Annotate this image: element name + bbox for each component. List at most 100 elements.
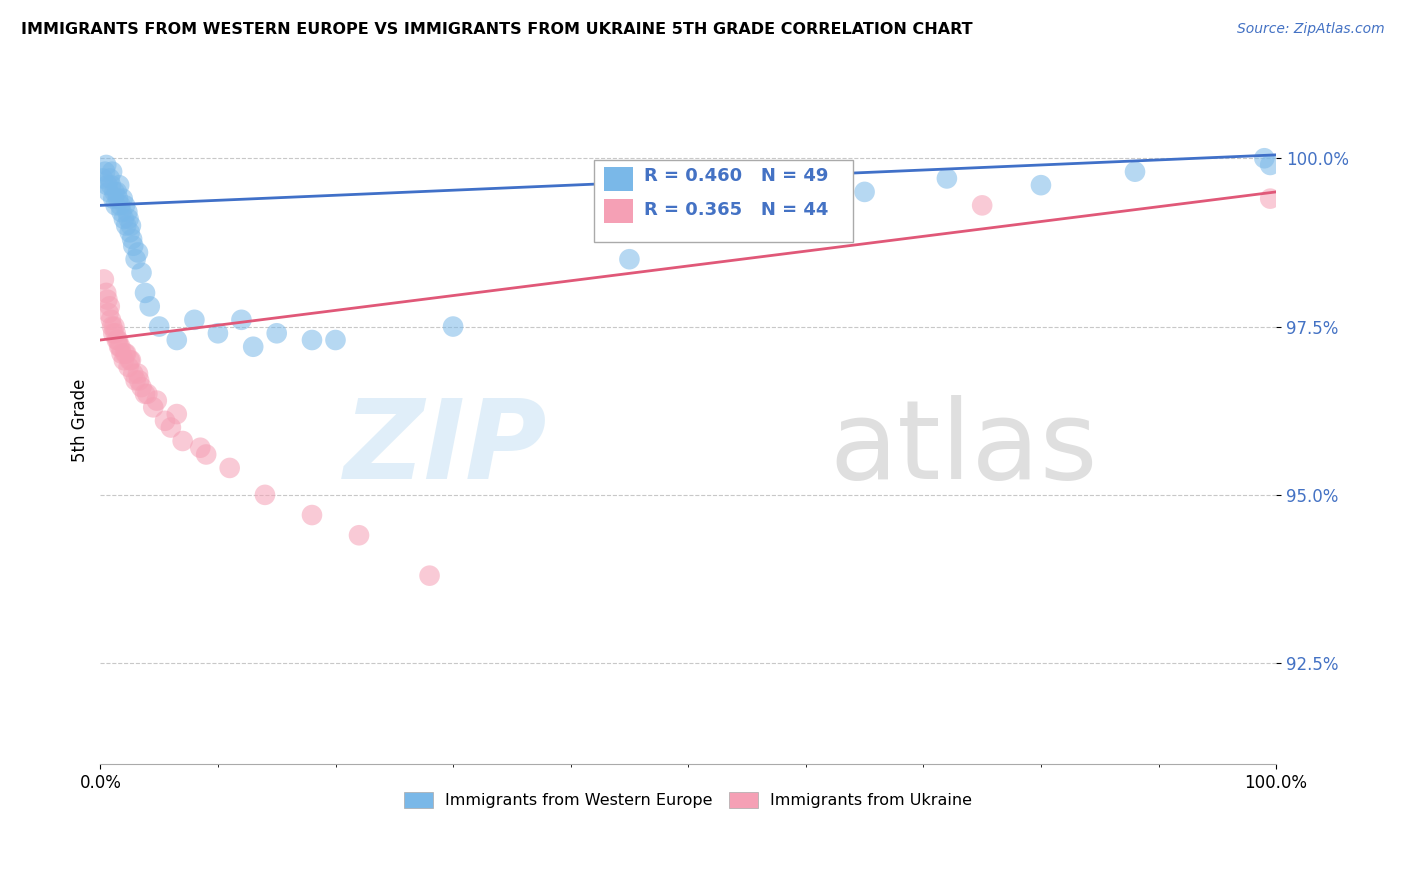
Point: [96, 293, 118, 307]
Point: [218, 461, 240, 475]
Point: [242, 340, 264, 354]
Point: [166, 333, 188, 347]
Point: [110, 205, 132, 219]
Point: [117, 211, 139, 226]
Point: [96, 178, 118, 193]
Point: [108, 340, 131, 354]
Point: [172, 434, 194, 448]
Point: [124, 373, 146, 387]
Point: [91, 171, 114, 186]
Point: [115, 346, 138, 360]
Point: [166, 407, 188, 421]
Point: [127, 245, 149, 260]
Point: [120, 353, 142, 368]
Point: [97, 185, 120, 199]
Point: [104, 326, 127, 341]
Point: [94, 164, 117, 178]
Point: [853, 185, 876, 199]
Point: [114, 198, 136, 212]
Point: [105, 333, 128, 347]
Point: [122, 239, 145, 253]
Point: [935, 171, 957, 186]
Point: [110, 340, 132, 354]
Point: [195, 447, 218, 461]
Text: Source: ZipAtlas.com: Source: ZipAtlas.com: [1237, 22, 1385, 37]
Point: [114, 346, 136, 360]
Point: [97, 306, 120, 320]
Point: [347, 528, 370, 542]
Text: atlas: atlas: [830, 395, 1098, 502]
Point: [207, 326, 229, 341]
Point: [131, 266, 153, 280]
Legend: Immigrants from Western Europe, Immigrants from Ukraine: Immigrants from Western Europe, Immigran…: [398, 785, 979, 814]
Point: [188, 441, 211, 455]
Point: [253, 488, 276, 502]
Point: [148, 319, 170, 334]
Point: [115, 219, 138, 233]
Point: [124, 252, 146, 267]
Point: [301, 508, 323, 522]
Point: [735, 198, 758, 212]
Text: ZIP: ZIP: [343, 395, 547, 502]
Point: [110, 346, 132, 360]
Point: [619, 252, 641, 267]
Point: [107, 192, 129, 206]
Point: [972, 198, 994, 212]
Point: [107, 333, 129, 347]
Point: [142, 401, 165, 415]
Point: [103, 192, 125, 206]
Point: [121, 232, 143, 246]
Point: [134, 387, 156, 401]
Point: [104, 198, 127, 212]
Point: [103, 319, 125, 334]
Point: [134, 285, 156, 300]
Point: [120, 219, 142, 233]
Point: [111, 192, 134, 206]
Text: IMMIGRANTS FROM WESTERN EUROPE VS IMMIGRANTS FROM UKRAINE 5TH GRADE CORRELATION : IMMIGRANTS FROM WESTERN EUROPE VS IMMIGR…: [21, 22, 973, 37]
Text: R = 0.365   N = 44: R = 0.365 N = 44: [644, 201, 828, 219]
Point: [131, 380, 153, 394]
Point: [136, 387, 159, 401]
Point: [103, 326, 125, 341]
Point: [794, 205, 817, 219]
Point: [117, 359, 139, 374]
FancyBboxPatch shape: [595, 160, 853, 243]
Point: [101, 319, 124, 334]
Point: [110, 198, 132, 212]
Point: [146, 393, 169, 408]
Text: R = 0.460   N = 49: R = 0.460 N = 49: [644, 168, 828, 186]
Point: [100, 313, 122, 327]
Point: [1253, 151, 1275, 165]
Point: [112, 353, 135, 368]
Point: [108, 178, 131, 193]
Bar: [603, 199, 633, 223]
Bar: [603, 167, 633, 191]
Point: [1258, 192, 1281, 206]
Point: [325, 333, 347, 347]
Point: [419, 568, 441, 582]
Point: [128, 373, 150, 387]
Point: [105, 185, 128, 199]
Point: [96, 285, 118, 300]
Point: [118, 353, 141, 368]
Point: [1258, 158, 1281, 172]
Point: [183, 313, 205, 327]
Point: [1123, 164, 1146, 178]
Point: [98, 171, 121, 186]
Point: [301, 333, 323, 347]
Point: [93, 272, 115, 286]
Point: [98, 299, 121, 313]
Point: [441, 319, 464, 334]
Point: [160, 420, 183, 434]
Point: [96, 158, 118, 172]
Point: [266, 326, 288, 341]
Point: [112, 211, 135, 226]
Point: [1029, 178, 1052, 193]
Point: [122, 367, 145, 381]
Point: [118, 225, 141, 239]
Y-axis label: 5th Grade: 5th Grade: [72, 379, 89, 462]
Point: [153, 414, 176, 428]
Point: [117, 205, 139, 219]
Point: [127, 367, 149, 381]
Point: [101, 164, 124, 178]
